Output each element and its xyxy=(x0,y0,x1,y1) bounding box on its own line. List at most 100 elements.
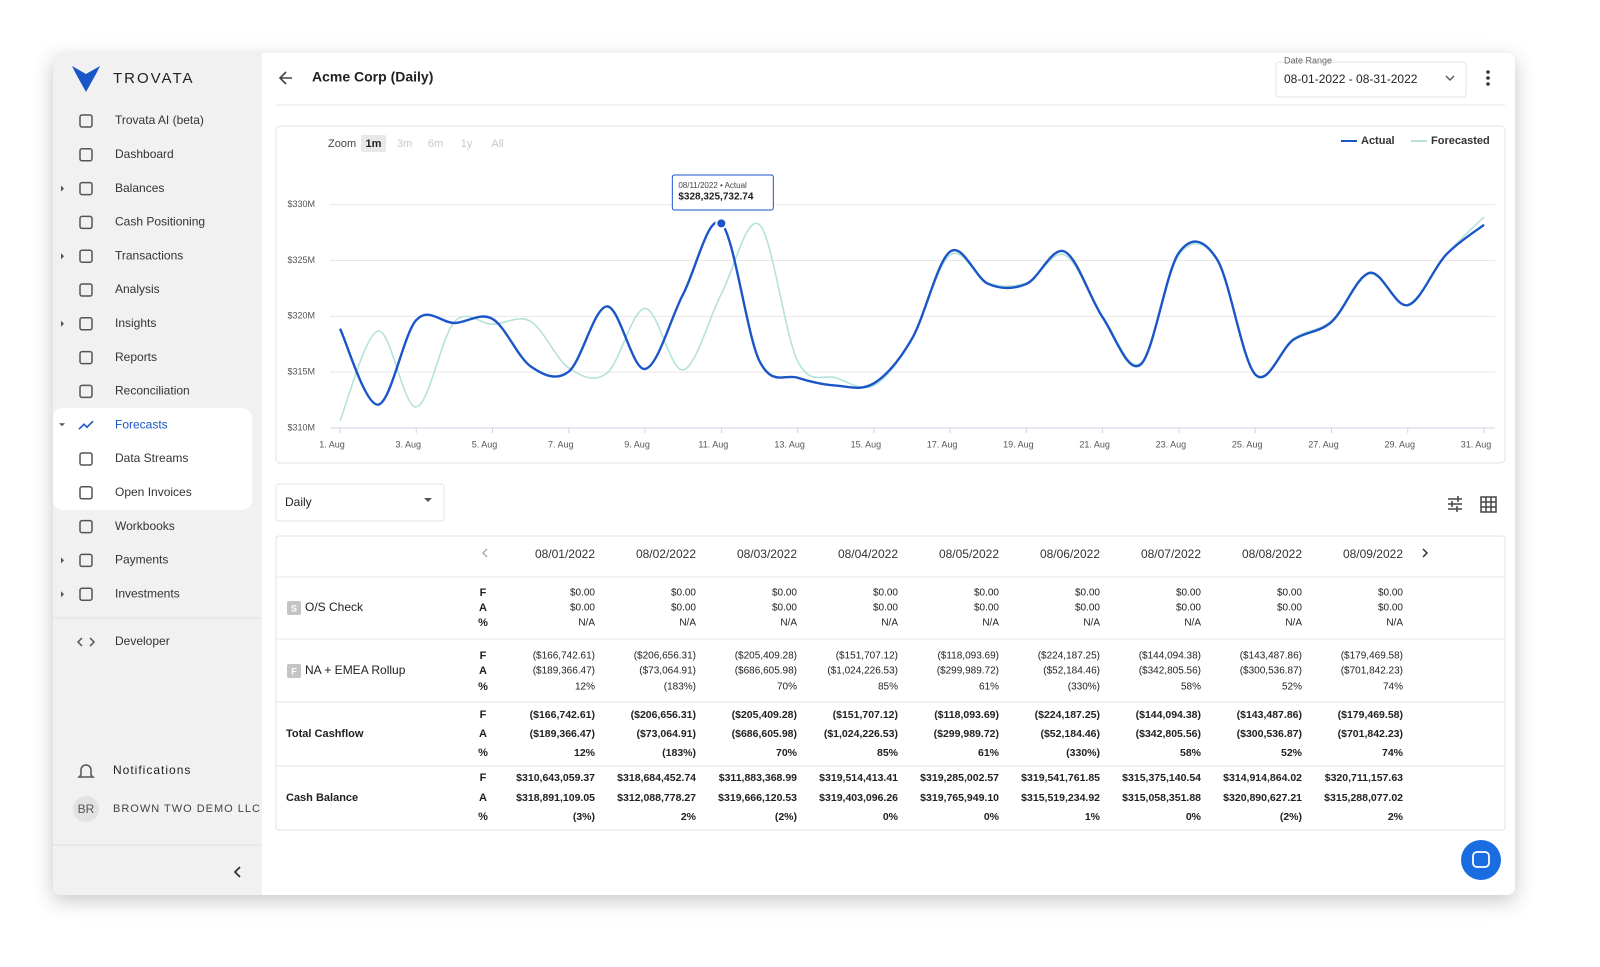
user-name[interactable]: BROWN TWO DEMO LLC xyxy=(113,803,261,815)
nav-icon xyxy=(79,519,93,534)
cell: ($151,707.12) xyxy=(833,709,898,721)
caret xyxy=(424,498,432,502)
expand-caret xyxy=(59,423,65,427)
cell: 0% xyxy=(883,811,899,823)
cell: $0.00 xyxy=(671,588,696,599)
nav-icon xyxy=(79,452,93,466)
date-range-select[interactable] xyxy=(1275,61,1467,98)
nav-item[interactable]: Workbooks xyxy=(115,519,175,533)
period-select[interactable] xyxy=(275,483,445,522)
next-button[interactable] xyxy=(1422,548,1429,558)
measure-label: % xyxy=(478,617,488,629)
bell-icon xyxy=(77,764,95,778)
cell: ($189,366.47) xyxy=(533,666,595,677)
nav-item[interactable]: Analysis xyxy=(115,282,160,296)
measure-label: A xyxy=(479,728,487,740)
cell: ($73,064.91) xyxy=(639,666,696,677)
cell: N/A xyxy=(1083,618,1100,629)
cell: 74% xyxy=(1383,682,1403,693)
zoom-option[interactable]: 3m xyxy=(397,138,412,150)
cell: ($300,536.87) xyxy=(1240,666,1302,677)
nav-item[interactable]: Developer xyxy=(115,634,170,648)
cell: N/A xyxy=(780,618,797,629)
nav-icon xyxy=(79,350,93,365)
nav-item[interactable]: Forecasts xyxy=(115,417,168,431)
back-button[interactable] xyxy=(278,71,292,85)
avatar-initials: BR xyxy=(78,802,95,816)
nav-icon xyxy=(79,384,93,399)
nav-item[interactable]: Dashboard xyxy=(115,147,174,161)
cell: $318,684,452.74 xyxy=(617,772,696,784)
x-tick-label: 13. Aug xyxy=(774,439,805,449)
cell: (330%) xyxy=(1066,747,1100,759)
row-badge-letter: F xyxy=(291,666,297,676)
nav-icon xyxy=(79,317,93,331)
tooltip-value: $328,325,732.74 xyxy=(678,192,754,203)
cell: ($73,064.91) xyxy=(636,728,696,740)
nav-icon xyxy=(79,486,93,500)
nav-item[interactable]: Balances xyxy=(115,181,164,195)
brand: TROVATA xyxy=(113,70,195,87)
collapse-button[interactable] xyxy=(233,866,241,878)
prev-button[interactable] xyxy=(481,548,488,558)
cell: 70% xyxy=(776,747,798,759)
measure-label: A xyxy=(479,665,487,677)
nav-item[interactable]: Data Streams xyxy=(115,451,188,465)
cell: $0.00 xyxy=(1176,603,1201,614)
caret xyxy=(1445,75,1455,81)
row-label: Total Cashflow xyxy=(286,728,364,740)
date-range-label: Date Range xyxy=(1284,55,1332,65)
nav-icon xyxy=(79,283,93,297)
cell: 12% xyxy=(574,747,596,759)
cell: 2% xyxy=(1388,811,1404,823)
legend-label[interactable]: Forecasted xyxy=(1431,135,1490,147)
nav-item[interactable]: Reports xyxy=(115,350,157,364)
nav-item[interactable]: Transactions xyxy=(115,248,183,262)
cell: $319,514,413.41 xyxy=(819,772,898,784)
nav-item[interactable]: Reconciliation xyxy=(115,384,190,398)
cell: $0.00 xyxy=(570,588,595,599)
active-group xyxy=(53,408,252,510)
cell: $0.00 xyxy=(974,588,999,599)
y-tick-label: $325M xyxy=(287,255,315,265)
row-badge-letter: S xyxy=(291,603,297,613)
cell: $310,643,059.37 xyxy=(516,772,595,784)
zoom-option[interactable]: 1y xyxy=(461,138,473,150)
x-tick-label: 15. Aug xyxy=(851,439,882,449)
column-header: 08/01/2022 xyxy=(535,547,595,561)
zoom-option[interactable]: All xyxy=(491,138,503,150)
nav-icon xyxy=(76,637,96,647)
zoom-option[interactable]: 6m xyxy=(428,138,443,150)
cell: ($118,093.69) xyxy=(937,651,999,662)
cell: $319,285,002.57 xyxy=(920,772,999,784)
chat-button[interactable] xyxy=(1461,840,1501,880)
cell: 85% xyxy=(877,747,899,759)
notifications[interactable]: Notifications xyxy=(113,763,191,777)
nav-item[interactable]: Cash Positioning xyxy=(115,215,205,229)
nav-icon xyxy=(79,249,93,263)
more-menu[interactable] xyxy=(1486,70,1490,86)
column-header: 08/07/2022 xyxy=(1141,547,1201,561)
nav: Trovata AI (beta) Dashboard Balances Cash P… xyxy=(59,113,205,648)
y-tick-label: $320M xyxy=(287,311,315,321)
zoom-option[interactable]: 1m xyxy=(366,138,382,150)
cell: N/A xyxy=(578,618,595,629)
nav-icon xyxy=(79,148,93,162)
cell: 74% xyxy=(1382,747,1404,759)
cell: $319,541,761.85 xyxy=(1021,772,1100,784)
nav-item[interactable]: Investments xyxy=(115,586,180,600)
nav-item[interactable]: Payments xyxy=(115,553,168,567)
chart-panel xyxy=(275,125,1506,464)
nav-item[interactable]: Trovata AI (beta) xyxy=(115,113,204,127)
cell: $315,058,351.88 xyxy=(1122,792,1201,804)
legend-label[interactable]: Actual xyxy=(1361,135,1395,147)
cell: $0.00 xyxy=(671,603,696,614)
cell: ($342,805.56) xyxy=(1136,728,1201,740)
nav-item[interactable]: Insights xyxy=(115,316,156,330)
cell: ($143,487.86) xyxy=(1237,709,1302,721)
grid-icon[interactable] xyxy=(1480,496,1497,513)
tooltip xyxy=(671,174,774,211)
cell: (330%) xyxy=(1068,682,1100,693)
nav-item[interactable]: Open Invoices xyxy=(115,485,192,499)
filter-icon[interactable] xyxy=(1448,496,1462,512)
